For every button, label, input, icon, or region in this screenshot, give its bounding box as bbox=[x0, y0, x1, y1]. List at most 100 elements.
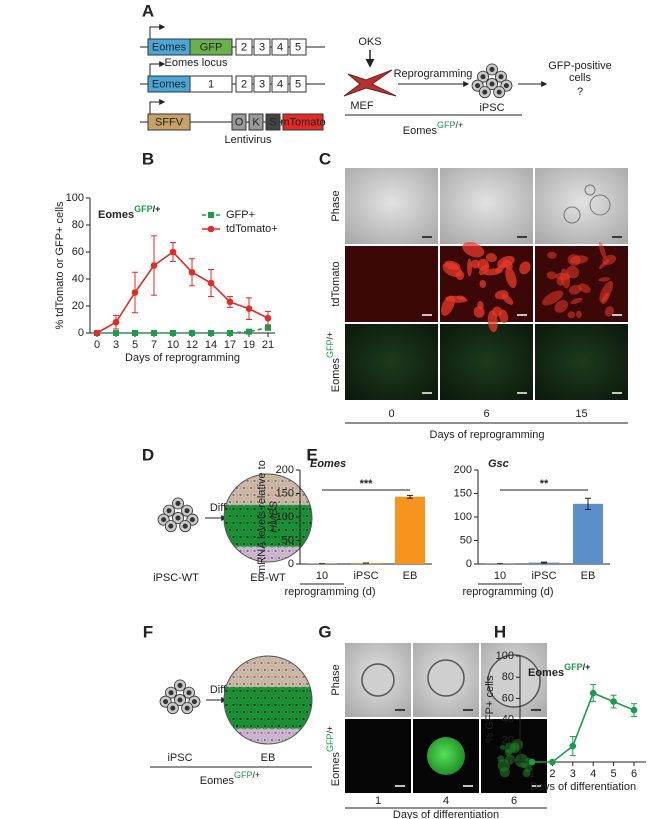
column-label: 6 bbox=[483, 408, 489, 420]
tdtomato-signal bbox=[519, 261, 531, 275]
tdtomato-signal bbox=[442, 262, 463, 277]
eb-nucleus bbox=[267, 703, 270, 707]
eb-nucleus bbox=[239, 507, 242, 511]
eb-cell bbox=[307, 659, 312, 667]
eb-cell bbox=[261, 736, 269, 744]
eb-nucleus bbox=[298, 738, 302, 742]
eb-nucleus bbox=[298, 656, 302, 658]
eb-cell bbox=[268, 694, 276, 702]
row-label: EomesGFP/+ bbox=[325, 726, 342, 787]
legend-marker bbox=[208, 212, 214, 218]
eb-cell bbox=[272, 491, 279, 499]
fluorescence-image bbox=[345, 324, 438, 400]
marker bbox=[131, 289, 139, 296]
eb-cell bbox=[272, 519, 279, 527]
tdtomato-signal bbox=[598, 242, 606, 259]
eb-nucleus bbox=[263, 738, 267, 742]
x-tick-label: 14 bbox=[205, 339, 217, 351]
eb-cell bbox=[310, 498, 312, 506]
promoter-arrow bbox=[149, 24, 166, 39]
marker bbox=[208, 330, 214, 336]
eb-cell bbox=[307, 519, 312, 527]
tdtomato-signal bbox=[604, 306, 614, 317]
chart-title: Gsc bbox=[488, 458, 509, 470]
eb-nucleus bbox=[291, 528, 295, 532]
eb-nucleus bbox=[291, 682, 295, 686]
eb-nucleus bbox=[270, 738, 274, 742]
lentivirus-label: Lentivirus bbox=[224, 134, 272, 146]
gene-box bbox=[253, 38, 271, 56]
eb-cell bbox=[286, 491, 293, 499]
eb-cell bbox=[230, 701, 237, 709]
eb-nucleus bbox=[260, 479, 263, 483]
x-tick-label: iPSC bbox=[531, 570, 556, 582]
eb-cell bbox=[279, 477, 286, 485]
eb-cell bbox=[293, 715, 300, 723]
eb-cell bbox=[275, 656, 283, 660]
eb-nucleus bbox=[232, 717, 235, 721]
eb-cell bbox=[279, 673, 286, 681]
x-tick-label: 21 bbox=[262, 339, 274, 351]
eb-cell bbox=[310, 708, 312, 716]
eb-cell bbox=[254, 708, 262, 716]
x-axis-label: Days of differentiation bbox=[393, 809, 499, 819]
eb-nucleus bbox=[242, 514, 246, 518]
nucleus bbox=[168, 690, 174, 696]
eb-cell bbox=[258, 715, 265, 723]
eb-cell bbox=[230, 659, 237, 667]
chart-title: EomesGFP/+ bbox=[528, 662, 590, 679]
eb-nucleus bbox=[263, 710, 267, 714]
eb-nucleus bbox=[288, 731, 291, 735]
eb-nucleus bbox=[253, 535, 256, 539]
marker bbox=[589, 689, 597, 697]
eb-nucleus bbox=[225, 675, 228, 679]
eb-nucleus bbox=[225, 549, 228, 553]
eb-nucleus bbox=[235, 474, 239, 476]
marker bbox=[549, 758, 556, 766]
eb-nucleus bbox=[256, 696, 260, 700]
nucleus bbox=[184, 705, 190, 711]
genotype-base: Eomes bbox=[98, 209, 134, 221]
eb-nucleus bbox=[291, 514, 295, 518]
marker bbox=[610, 698, 617, 705]
eb-nucleus bbox=[305, 668, 309, 672]
gene-box bbox=[147, 113, 191, 131]
eb-nucleus bbox=[270, 724, 274, 728]
eb-nucleus bbox=[242, 528, 246, 532]
eb-nucleus bbox=[277, 724, 281, 728]
panel-label: F bbox=[143, 622, 153, 641]
eb-nucleus bbox=[291, 724, 295, 728]
eb-cell bbox=[279, 547, 286, 555]
group-label: reprogramming (d) bbox=[462, 586, 553, 598]
eb-nucleus bbox=[228, 542, 232, 546]
nucleus bbox=[170, 705, 176, 711]
eb-cell bbox=[289, 666, 297, 674]
eb-nucleus bbox=[270, 514, 274, 518]
eb-cell bbox=[230, 729, 237, 737]
eb-nucleus bbox=[246, 549, 249, 553]
eb-nucleus bbox=[295, 479, 298, 483]
eb-cell bbox=[268, 498, 276, 506]
row-label: EomesGFP/+ bbox=[325, 332, 342, 393]
nucleus bbox=[503, 83, 509, 89]
eb-cell bbox=[265, 547, 272, 555]
eb-cell bbox=[237, 519, 244, 527]
eb-nucleus bbox=[256, 514, 260, 518]
gene-box bbox=[289, 38, 307, 56]
gene-box-label: 4 bbox=[277, 41, 283, 53]
eb-nucleus bbox=[260, 493, 263, 497]
source-label: iPSC bbox=[167, 752, 192, 764]
gene-box-label: 1 bbox=[208, 78, 214, 90]
eb-cell bbox=[226, 708, 234, 716]
gene-box bbox=[235, 75, 253, 93]
eb-cell bbox=[282, 484, 290, 492]
eb-nucleus bbox=[232, 493, 235, 497]
eb-nucleus bbox=[256, 738, 260, 742]
eb-nucleus bbox=[281, 549, 284, 553]
eb-cell bbox=[251, 687, 258, 695]
eb-nucleus bbox=[256, 528, 260, 532]
eb-cell bbox=[265, 701, 272, 709]
eb-cell bbox=[310, 680, 312, 688]
genotype-base: Eomes bbox=[330, 752, 342, 787]
chart-title: EomesGFP/+ bbox=[98, 204, 160, 221]
